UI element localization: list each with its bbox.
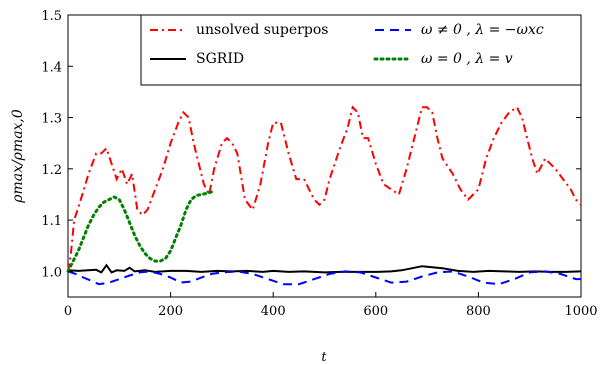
x-tick-label: 600 bbox=[363, 304, 388, 319]
x-axis-label: t bbox=[321, 350, 327, 365]
y-tick-label: 1.4 bbox=[41, 60, 62, 75]
y-tick-label: 1.3 bbox=[41, 112, 62, 127]
legend-box bbox=[140, 14, 582, 86]
x-tick-label: 200 bbox=[158, 304, 183, 319]
legend-label-3: ω = 0 , λ = v bbox=[421, 51, 513, 67]
legend-items: unsolved superpos SGRID ω ≠ 0 , λ = −ωxc ω … bbox=[150, 22, 544, 67]
legend: unsolved superpos SGRID ω ≠ 0 , λ = −ωxc ω … bbox=[140, 14, 582, 86]
y-tick-label: 1.1 bbox=[41, 214, 62, 229]
data-lines bbox=[66, 105, 582, 286]
y-tick-label: 1.0 bbox=[41, 265, 62, 280]
y-tick-label: 1.5 bbox=[41, 9, 62, 24]
series-line-2 bbox=[67, 270, 581, 286]
series-line-1 bbox=[67, 263, 582, 274]
x-tick-label: 0 bbox=[64, 304, 72, 319]
x-tick-label: 400 bbox=[261, 304, 286, 319]
x-tick-label: 800 bbox=[466, 304, 491, 319]
y-axis-label: ρmax/ρmax,0 bbox=[10, 109, 26, 204]
y-tick-label: 1.2 bbox=[41, 163, 62, 178]
legend-label-2: ω ≠ 0 , λ = −ωxc bbox=[421, 22, 544, 38]
legend-label-1: SGRID bbox=[196, 51, 244, 67]
series-line-0 bbox=[67, 105, 582, 272]
legend-label-0: unsolved superpos bbox=[196, 22, 328, 38]
x-tick-label: 1000 bbox=[564, 304, 597, 319]
series-line-3 bbox=[66, 190, 214, 273]
